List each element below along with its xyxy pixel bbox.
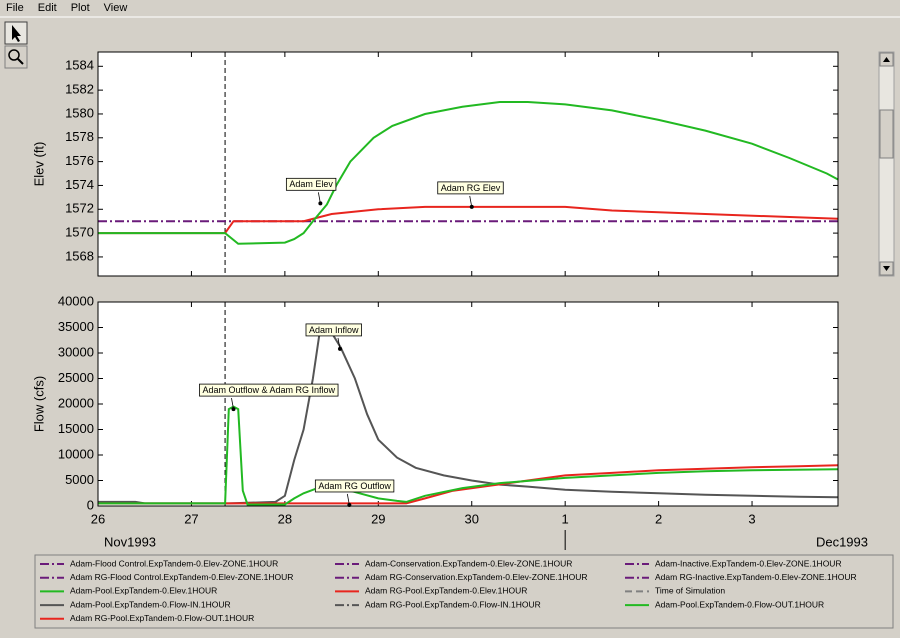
- plot-border: [97, 301, 839, 507]
- y-axis-label: Flow (cfs): [31, 376, 46, 432]
- y-tick-label: 1574: [65, 177, 94, 192]
- legend-label: Adam RG-Pool.ExpTandem-0.Flow-OUT.1HOUR: [70, 613, 254, 623]
- legend-label: Adam RG-Inactive.ExpTandem-0.Elev-ZONE.1…: [655, 572, 857, 582]
- pointer-icon: [12, 25, 21, 42]
- y-tick-label: 40000: [58, 293, 94, 308]
- scroll-track[interactable]: [878, 51, 895, 277]
- y-tick-label: 25000: [58, 370, 94, 385]
- legend-label: Adam-Pool.ExpTandem-0.Flow-IN.1HOUR: [70, 599, 231, 609]
- annotation-box: [199, 383, 339, 397]
- y-tick-label: 1576: [65, 153, 94, 168]
- annotation-text: Adam RG Outflow: [318, 481, 391, 491]
- annotation-text: Adam Elev: [289, 179, 333, 189]
- menu-item[interactable]: View: [104, 2, 128, 14]
- series-line: [98, 323, 838, 505]
- y-tick-label: 0: [87, 497, 94, 512]
- y-tick-label: 1578: [65, 129, 94, 144]
- annotation-text: Adam Inflow: [309, 325, 359, 335]
- x-tick-label: 1: [562, 511, 569, 526]
- annotation-box: [437, 181, 504, 195]
- series-line: [98, 464, 838, 505]
- month-label: Nov1993: [104, 534, 156, 549]
- month-label: Dec1993: [816, 534, 868, 549]
- annotation-box: [285, 177, 337, 191]
- legend-label: Adam-Pool.ExpTandem-0.Flow-OUT.1HOUR: [655, 599, 824, 609]
- annotation-point: [318, 201, 323, 206]
- menu-item[interactable]: Plot: [71, 2, 90, 14]
- legend-label: Adam-Pool.ExpTandem-0.Elev.1HOUR: [70, 586, 217, 596]
- y-tick-label: 5000: [65, 472, 94, 487]
- x-tick-label: 30: [465, 511, 479, 526]
- y-tick-label: 1570: [65, 225, 94, 240]
- x-tick-label: 29: [371, 511, 385, 526]
- legend-label: Adam-Conservation.ExpTandem-0.Elev-ZONE.…: [365, 558, 572, 568]
- y-tick-label: 20000: [58, 395, 94, 410]
- scroll-down-arrow: [883, 266, 890, 271]
- annotation-box: [314, 479, 395, 493]
- y-tick-label: 10000: [58, 446, 94, 461]
- plot-area: [98, 52, 838, 276]
- toolbar: [4, 21, 28, 69]
- menu-item[interactable]: Edit: [38, 2, 57, 14]
- annotation-point: [469, 204, 474, 209]
- scrollbar: [878, 51, 895, 277]
- y-tick-label: 15000: [58, 421, 94, 436]
- y-tick-label: 1584: [65, 58, 94, 73]
- y-tick-label: 1568: [65, 248, 94, 263]
- scroll-up-arrow: [883, 57, 890, 62]
- menu-item[interactable]: File: [6, 2, 24, 14]
- y-tick-label: 35000: [58, 319, 94, 334]
- plot-area: [98, 302, 838, 506]
- legend-label: Time of Simulation: [655, 586, 725, 596]
- series-line: [98, 101, 838, 245]
- x-tick-label: 2: [655, 511, 662, 526]
- x-tick-label: 27: [184, 511, 198, 526]
- menu-bar: [0, 0, 900, 17]
- annotation-box: [305, 323, 362, 337]
- legend-label: Adam RG-Pool.ExpTandem-0.Elev.1HOUR: [365, 586, 527, 596]
- zoom-button[interactable]: [4, 45, 28, 69]
- legend-label: Adam RG-Conservation.ExpTandem-0.Elev-ZO…: [365, 572, 588, 582]
- annotation-text: Adam Outflow & Adam RG Inflow: [202, 385, 335, 395]
- annotation-point: [337, 346, 342, 351]
- series-line: [98, 205, 838, 235]
- annotation-point: [347, 502, 352, 507]
- legend-box: [34, 554, 894, 629]
- legend-label: Adam-Inactive.ExpTandem-0.Elev-ZONE.1HOU…: [655, 558, 842, 568]
- zoom-icon-handle: [17, 58, 24, 65]
- legend-label: Adam RG-Flood Control.ExpTandem-0.Elev-Z…: [70, 572, 293, 582]
- legend-label: Adam RG-Pool.ExpTandem-0.Flow-IN.1HOUR: [365, 599, 541, 609]
- y-axis-label: Elev (ft): [31, 142, 46, 187]
- legend-label: Adam-Flood Control.ExpTandem-0.Elev-ZONE…: [70, 558, 278, 568]
- x-tick-label: 3: [748, 511, 755, 526]
- y-tick-label: 1582: [65, 82, 94, 97]
- scroll-thumb[interactable]: [879, 109, 894, 159]
- annotation-point: [231, 407, 236, 412]
- annotation-text: Adam RG Elev: [441, 183, 501, 193]
- y-tick-label: 1572: [65, 201, 94, 216]
- zoom-icon: [8, 49, 20, 61]
- y-tick-label: 30000: [58, 344, 94, 359]
- x-tick-label: 28: [278, 511, 292, 526]
- y-tick-label: 1580: [65, 105, 94, 120]
- x-tick-label: 26: [91, 511, 105, 526]
- plot-border: [97, 51, 839, 277]
